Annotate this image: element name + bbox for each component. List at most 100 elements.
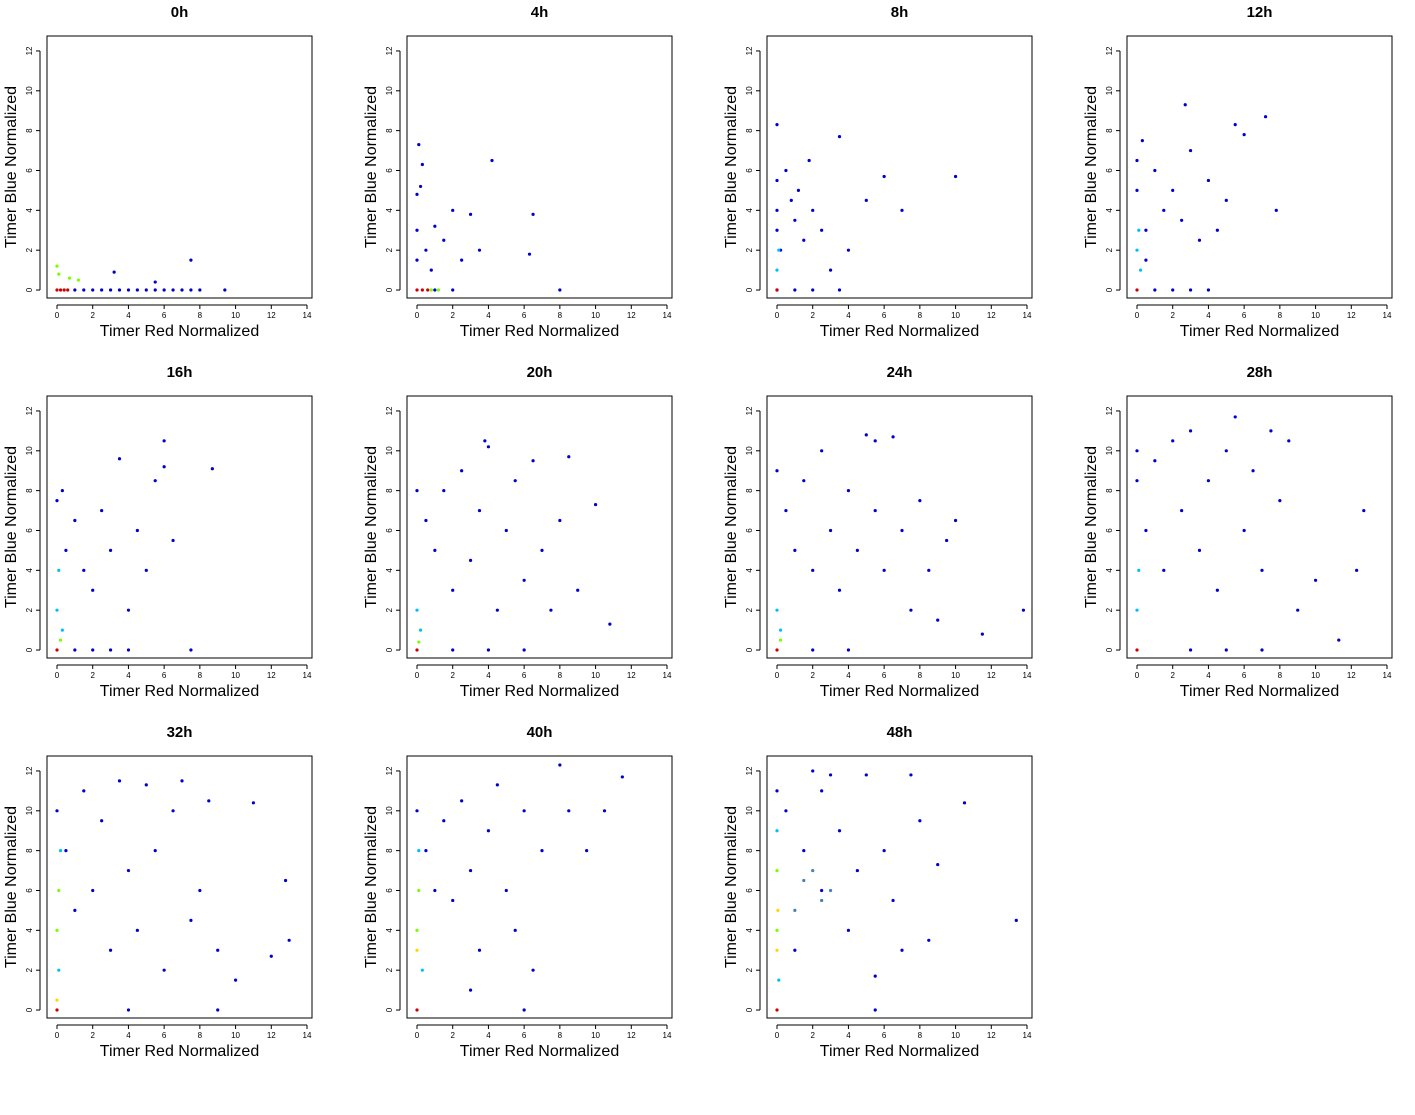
- y-axis-label: Timer Blue Normalized: [1083, 446, 1100, 608]
- x-tick-label: 0: [55, 671, 60, 680]
- point: [198, 288, 202, 292]
- point: [522, 809, 526, 813]
- point: [433, 288, 437, 292]
- point: [117, 779, 122, 783]
- point: [1287, 439, 1291, 443]
- x-axis-label: Timer Red Normalized: [100, 323, 259, 340]
- point: [828, 888, 833, 893]
- x-tick-label: 10: [951, 311, 960, 320]
- y-tick-label: 8: [25, 488, 34, 493]
- x-tick-label: 4: [1206, 311, 1211, 320]
- y-tick-label: 4: [25, 928, 34, 933]
- x-axis-label: Timer Red Normalized: [820, 323, 979, 340]
- point: [1242, 133, 1246, 137]
- point: [126, 608, 131, 612]
- point: [415, 648, 419, 652]
- x-tick-label: 2: [1170, 671, 1175, 680]
- y-tick-label: 4: [1105, 208, 1114, 213]
- y-tick-label: 2: [385, 247, 394, 252]
- y-tick-label: 12: [745, 46, 754, 55]
- x-tick-label: 4: [486, 311, 491, 320]
- point: [495, 783, 499, 787]
- point: [73, 648, 77, 652]
- x-tick-label: 0: [415, 311, 420, 320]
- x-axis-label: Timer Red Normalized: [460, 1043, 619, 1060]
- point: [417, 640, 421, 644]
- point: [420, 968, 424, 972]
- y-tick-label: 0: [745, 287, 754, 292]
- y-tick-label: 6: [385, 888, 394, 893]
- point: [1215, 228, 1219, 232]
- point: [451, 648, 455, 652]
- point: [1206, 288, 1211, 292]
- y-tick-label: 12: [25, 46, 34, 55]
- point: [55, 998, 59, 1002]
- point: [135, 528, 139, 533]
- x-tick-label: 12: [267, 311, 276, 320]
- point: [424, 248, 428, 252]
- point: [820, 888, 824, 893]
- y-axis-label: Timer Blue Normalized: [723, 446, 740, 608]
- point: [415, 1008, 419, 1012]
- point: [283, 878, 288, 883]
- point: [91, 888, 95, 893]
- point: [811, 208, 815, 212]
- point: [945, 538, 949, 543]
- point: [504, 888, 508, 893]
- y-tick-label: 6: [1105, 528, 1114, 533]
- point: [522, 1008, 526, 1012]
- x-tick-label: 0: [55, 1031, 60, 1040]
- point: [864, 773, 868, 777]
- point: [1224, 198, 1228, 202]
- point: [55, 288, 59, 292]
- y-tick-label: 6: [25, 528, 34, 533]
- point: [775, 868, 779, 873]
- point: [429, 288, 433, 292]
- plot-frame: [766, 395, 1033, 659]
- point: [415, 258, 419, 262]
- point: [873, 439, 877, 443]
- y-tick-label: 4: [385, 208, 394, 213]
- y-tick-label: 6: [25, 168, 34, 173]
- point: [55, 264, 59, 268]
- y-tick-label: 8: [745, 848, 754, 853]
- y-tick-label: 0: [385, 287, 394, 292]
- y-axis-label: Timer Blue Normalized: [1083, 86, 1100, 248]
- point: [775, 1008, 779, 1012]
- point: [126, 648, 131, 652]
- point: [802, 479, 806, 483]
- point: [1337, 638, 1341, 642]
- point: [576, 588, 580, 592]
- point: [1135, 288, 1139, 292]
- point: [76, 278, 81, 282]
- y-tick-label: 8: [385, 488, 394, 493]
- point: [784, 508, 788, 513]
- point: [846, 489, 851, 493]
- point: [828, 268, 833, 272]
- y-tick-label: 12: [25, 406, 34, 415]
- y-tick-label: 8: [1105, 488, 1114, 493]
- y-tick-label: 4: [25, 208, 34, 213]
- x-axis-label: Timer Red Normalized: [1180, 323, 1339, 340]
- point: [417, 888, 421, 893]
- y-tick-label: 8: [745, 128, 754, 133]
- x-tick-label: 6: [162, 671, 167, 680]
- point: [531, 968, 535, 972]
- x-tick-label: 6: [522, 311, 527, 320]
- point: [1296, 608, 1300, 612]
- point: [900, 528, 904, 533]
- y-tick-label: 4: [25, 568, 34, 573]
- x-tick-label: 8: [918, 1031, 923, 1040]
- point: [927, 568, 931, 572]
- point: [100, 508, 104, 513]
- point: [1021, 608, 1026, 612]
- plot-frame: [766, 35, 1033, 299]
- x-tick-label: 10: [231, 311, 240, 320]
- point: [468, 988, 473, 992]
- y-tick-label: 2: [385, 967, 394, 972]
- point: [522, 578, 526, 582]
- point: [1263, 115, 1268, 119]
- point: [775, 268, 779, 272]
- x-axis-label: Timer Red Normalized: [460, 683, 619, 700]
- point: [1171, 439, 1175, 443]
